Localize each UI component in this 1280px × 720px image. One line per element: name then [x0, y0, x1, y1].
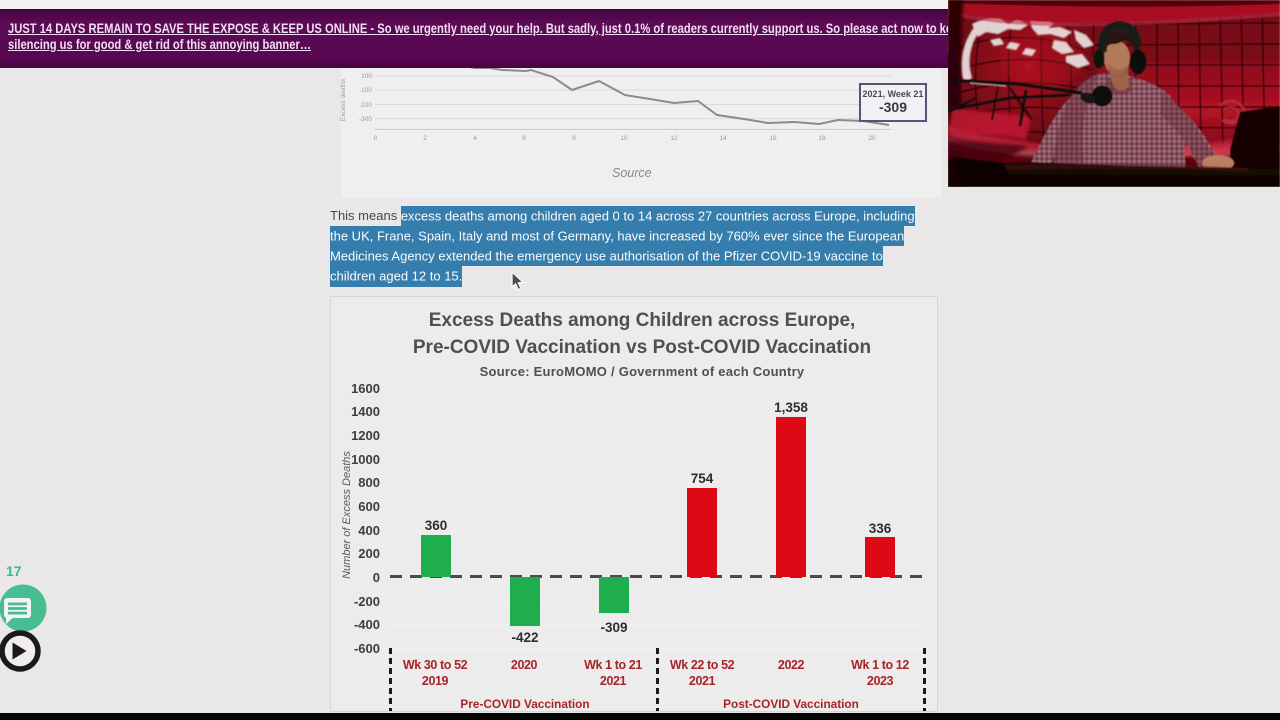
- svg-text:-200: -200: [359, 102, 372, 109]
- svg-text:0: 0: [374, 135, 378, 142]
- svg-text:14: 14: [719, 135, 727, 142]
- svg-text:-300: -300: [359, 116, 372, 123]
- svg-text:16: 16: [769, 135, 777, 142]
- svg-text:12: 12: [670, 135, 678, 142]
- svg-text:18: 18: [818, 135, 826, 142]
- svg-text:-100: -100: [359, 87, 372, 94]
- svg-text:2: 2: [423, 135, 427, 142]
- svg-text:4: 4: [473, 135, 477, 142]
- svg-text:8: 8: [572, 135, 576, 142]
- svg-text:6: 6: [522, 135, 526, 142]
- svg-text:20: 20: [868, 135, 876, 142]
- svg-text:100: 100: [361, 73, 372, 80]
- svg-text:10: 10: [620, 135, 628, 142]
- svg-text:Excess deaths: Excess deaths: [340, 78, 347, 121]
